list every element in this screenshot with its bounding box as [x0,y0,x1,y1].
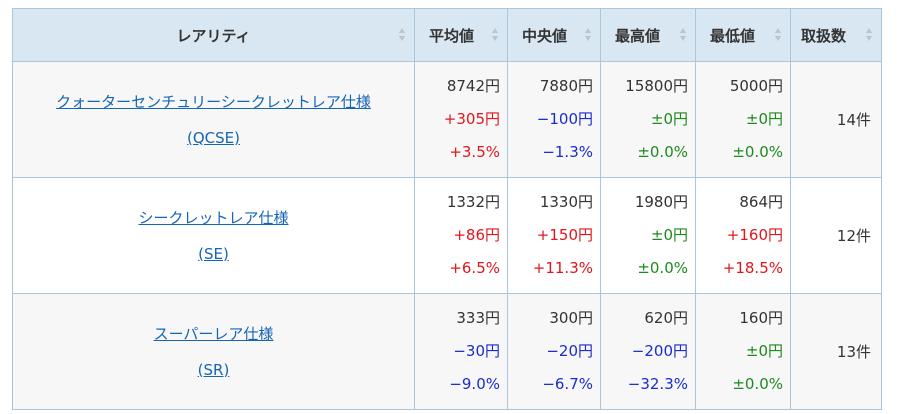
price-diff: +160円 [726,226,783,244]
rarity-link[interactable]: スーパーレア仕様 [154,325,274,343]
average-cell: 8742円 +305円 +3.5% [414,61,508,178]
rarity-code: (SE) [198,244,229,263]
column-header-rarity[interactable]: レアリティ [12,8,415,62]
price-value: 333円 [456,309,500,327]
price-diff: +150円 [536,226,593,244]
price-diff-percent: ±0.0% [732,375,783,393]
lowest-cell: 160円 ±0円 ±0.0% [695,293,791,410]
table-header-row: レアリティ 平均値 中央値 最高値 最低値 取扱数 [12,8,882,62]
price-diff: ±0円 [745,342,783,360]
price-diff: −30円 [453,342,500,360]
column-header-label: レアリティ [176,26,251,45]
column-header-lowest[interactable]: 最低値 [695,8,791,62]
table-row: クォーターセンチュリーシークレットレア仕様 (QCSE) 8742円 +305円 +3… [12,61,882,178]
listing-count: 12件 [836,227,871,245]
sort-icon[interactable] [492,28,499,42]
rarity-cell: シークレットレア仕様 (SE) [12,177,415,294]
price-value: 1332円 [446,193,500,211]
price-value: 8742円 [446,77,500,95]
price-diff: +86円 [453,226,500,244]
lowest-cell: 5000円 ±0円 ±0.0% [695,61,791,178]
column-header-count[interactable]: 取扱数 [790,8,882,62]
count-cell: 12件 [790,177,882,294]
rarity-code-link[interactable]: (SE) [198,245,229,263]
price-diff-percent: −6.7% [542,375,593,393]
highest-cell: 620円 −200円 −32.3% [600,293,696,410]
sort-icon[interactable] [585,28,592,42]
price-diff-percent: ±0.0% [637,143,688,161]
rarity-name: スーパーレア仕様 [153,324,274,343]
price-table: レアリティ 平均値 中央値 最高値 最低値 取扱数 クォーターセンチュリーシーク… [12,8,882,410]
count-cell: 13件 [790,293,882,410]
price-diff: ±0円 [650,226,688,244]
price-diff-percent: +6.5% [449,259,500,277]
column-header-label: 平均値 [429,26,475,45]
column-header-label: 中央値 [522,26,568,45]
price-value: 1330円 [539,193,593,211]
price-diff: ±0円 [745,110,783,128]
column-header-label: 取扱数 [801,26,847,45]
rarity-cell: クォーターセンチュリーシークレットレア仕様 (QCSE) [12,61,415,178]
rarity-cell: スーパーレア仕様 (SR) [12,293,415,410]
sort-icon[interactable] [680,28,687,42]
price-value: 620円 [644,309,688,327]
rarity-link[interactable]: クォーターセンチュリーシークレットレア仕様 [56,93,371,111]
price-table-container: レアリティ 平均値 中央値 最高値 最低値 取扱数 クォーターセンチュリーシーク… [12,8,882,410]
median-cell: 300円 −20円 −6.7% [507,293,601,410]
price-diff-percent: −9.0% [449,375,500,393]
price-diff: −20円 [546,342,593,360]
sort-icon[interactable] [866,28,873,42]
price-value: 5000円 [729,77,783,95]
price-diff: −100円 [536,110,593,128]
average-cell: 1332円 +86円 +6.5% [414,177,508,294]
column-header-median[interactable]: 中央値 [507,8,601,62]
lowest-cell: 864円 +160円 +18.5% [695,177,791,294]
column-header-average[interactable]: 平均値 [414,8,508,62]
price-diff-percent: ±0.0% [732,143,783,161]
price-diff-percent: +3.5% [449,143,500,161]
rarity-code: (QCSE) [187,128,240,147]
rarity-name: クォーターセンチュリーシークレットレア仕様 [56,92,371,111]
price-value: 300円 [549,309,593,327]
count-cell: 14件 [790,61,882,178]
price-diff-percent: −1.3% [542,143,593,161]
table-row: スーパーレア仕様 (SR) 333円 −30円 −9.0% 300円 −20円 −6.7%… [12,293,882,410]
column-header-highest[interactable]: 最高値 [600,8,696,62]
median-cell: 7880円 −100円 −1.3% [507,61,601,178]
price-diff-percent: ±0.0% [637,259,688,277]
price-diff-percent: +18.5% [722,259,783,277]
price-value: 15800円 [625,77,688,95]
rarity-name: シークレットレア仕様 [138,208,289,227]
price-diff-percent: +11.3% [532,259,593,277]
average-cell: 333円 −30円 −9.0% [414,293,508,410]
price-diff: +305円 [443,110,500,128]
price-value: 160円 [739,309,783,327]
price-value: 1980円 [634,193,688,211]
sort-icon[interactable] [775,28,782,42]
rarity-code-link[interactable]: (SR) [198,361,230,379]
rarity-code-link[interactable]: (QCSE) [187,129,240,147]
price-value: 864円 [739,193,783,211]
sort-icon[interactable] [399,28,406,42]
listing-count: 13件 [836,343,871,361]
price-diff: ±0円 [650,110,688,128]
rarity-link[interactable]: シークレットレア仕様 [138,209,288,227]
highest-cell: 1980円 ±0円 ±0.0% [600,177,696,294]
rarity-code: (SR) [197,360,230,379]
price-diff-percent: −32.3% [627,375,688,393]
column-header-label: 最低値 [710,26,756,45]
price-diff: −200円 [631,342,688,360]
highest-cell: 15800円 ±0円 ±0.0% [600,61,696,178]
price-value: 7880円 [539,77,593,95]
median-cell: 1330円 +150円 +11.3% [507,177,601,294]
table-row: シークレットレア仕様 (SE) 1332円 +86円 +6.5% 1330円 +150円… [12,177,882,294]
column-header-label: 最高値 [615,26,661,45]
listing-count: 14件 [836,111,871,129]
